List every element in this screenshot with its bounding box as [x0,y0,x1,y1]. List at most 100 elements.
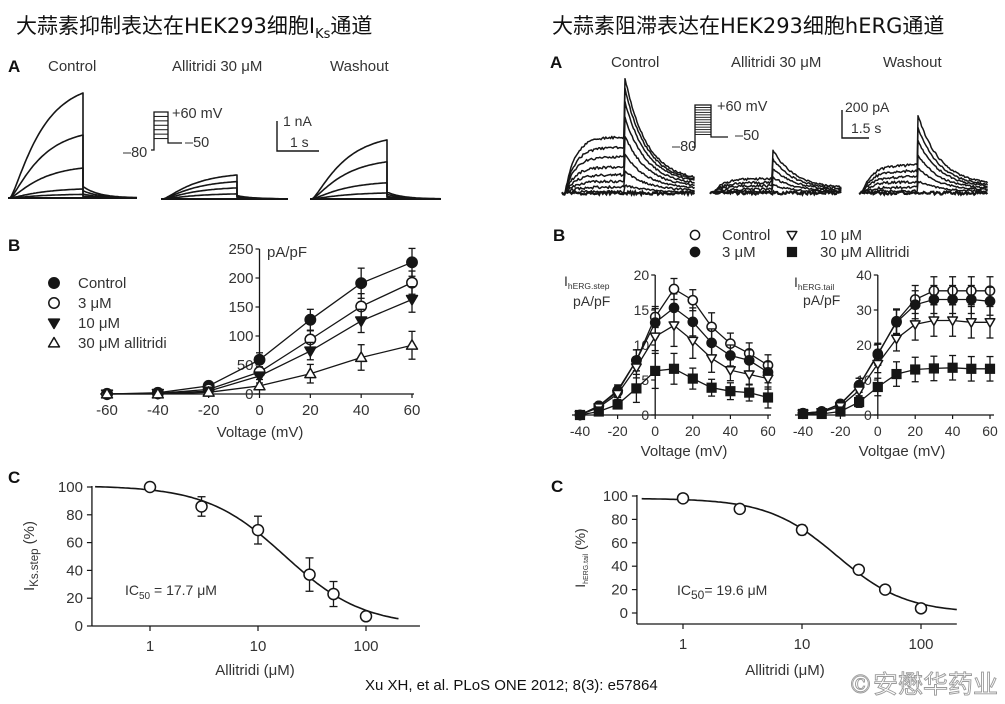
y-tick-label: 100 [228,328,253,345]
marker-filled-circle [48,277,60,289]
y-tick-label: 30 [856,302,872,318]
current-sweep [712,168,842,195]
herg-voltage-protocol [692,104,728,148]
herg-dose-response-plot: 0 20 40 60 80 100 1 10 100 [603,488,957,653]
iks-voltage-protocol [151,111,182,151]
x-tick-label: -40 [570,423,590,439]
marker-filled-circle [984,295,996,307]
x-tick-label: 100 [353,638,378,655]
marker-open-circle [852,563,866,576]
y-tick-label: 40 [66,562,83,579]
marker-filled-square [984,363,996,374]
marker-open-triangle-down [947,316,959,327]
legend-marker [689,246,701,258]
marker-open-circle [676,492,690,505]
x-tick-label: 1 [679,636,687,653]
marker-open-triangle-down [630,363,642,373]
current-sweep [564,100,695,194]
current-sweep [861,167,989,194]
x-tick-label: 20 [685,423,701,439]
herg-tail-ylabel: IhERG.tail [794,274,834,292]
iks-protocol-holding-voltage: –80 [123,145,147,161]
x-tick-label: 1 [146,638,154,655]
current-sweep [311,192,441,200]
herg-condition-label-allitridi: Allitridi 30 μM [731,54,821,71]
marker-open-circle [195,500,208,513]
herg-condition-label-control: Control [611,54,659,71]
y-tick-label: 0 [620,605,628,622]
protocol-outline [692,104,728,148]
y-tick-label: 20 [856,337,872,353]
current-sweep [564,184,696,195]
legend-marker [786,230,798,241]
x-tick-label: 60 [982,423,998,439]
y-tick-label: 0 [641,407,649,423]
current-sweep [712,176,842,195]
marker-open-triangle-down [762,374,774,385]
x-tick-label: 60 [760,423,776,439]
marker-open-triangle-down [724,366,736,376]
herg-protocol-test-voltage: +60 mV [717,99,768,115]
iks-dose-response-plot: 0 20 40 60 80 100 1 10 100 [58,479,420,655]
legend-label: 30 μM allitridi [78,335,167,352]
left-title-subscript: Ks [315,27,331,42]
current-sweep [861,115,989,193]
marker-open-triangle-up [405,339,419,350]
current-sweep [861,139,988,194]
legend-label: 3 μM [78,295,112,312]
herg-protocol-holding-voltage: –80 [672,139,696,155]
x-tick-label: 0 [651,423,659,439]
y-tick-label: 60 [66,535,83,552]
current-sweep [861,154,988,194]
x-tick-label: 40 [353,402,370,419]
marker-filled-circle [406,256,418,269]
marker-open-triangle-down [928,316,940,327]
x-tick-label: 40 [945,423,961,439]
herg-dose-xlabel: Allitridi (μM) [745,662,824,679]
marker-filled-circle [928,294,940,305]
herg-scale-bar [841,110,869,139]
marker-filled-square [854,396,865,408]
baseline-sweep [709,189,842,197]
marker-filled-circle [947,294,958,305]
ic50-value: = 17.7 μM [150,582,217,598]
ylabel-unit: (%) [572,528,588,554]
baseline-sweep [561,188,695,198]
y-tick-label: 200 [228,270,253,287]
current-sweep [9,92,137,199]
legend-marker [689,229,701,241]
series-30-μm-allitridi [574,352,774,421]
ic50-value: = 19.6 μM [704,582,767,598]
x-tick-label: 0 [255,402,263,419]
x-tick-label: 20 [302,402,319,419]
panel-letter-left-a: A [8,57,20,76]
marker-open-triangle-down [890,334,903,345]
series-30-μm-allitridi [100,330,419,399]
iks-protocol-tail-voltage: –50 [185,135,209,151]
marker-open-circle [48,297,60,309]
x-tick-label: -40 [147,402,169,419]
herg-tail-ylabel-unit: pA/pF [803,292,840,308]
watermark: ©安懋华药业 [848,670,998,699]
iks-condition-label-allitridi: Allitridi 30 μM [172,58,262,75]
herg-scale-bar-time-label: 1.5 s [851,120,881,136]
legend-marker [48,297,60,309]
y-tick-label: 20 [611,582,628,599]
herg-protocol-tail-voltage: –50 [735,128,759,144]
x-tick-label: -60 [96,402,118,419]
current-sweep [162,193,288,200]
iks-dose-ylabel: IKs.step (%) [21,521,41,591]
marker-filled-square [928,363,939,374]
marker-open-triangle-up [100,387,114,399]
marker-filled-square [725,386,736,397]
marker-open-triangle-up [304,367,317,379]
marker-filled-square [612,399,623,410]
marker-open-triangle-down [668,321,680,331]
current-sweep [564,135,695,195]
y-tick-label: 80 [66,507,83,524]
marker-open-triangle-up [151,387,165,399]
herg-step-xlabel: Voltage (mV) [641,443,728,460]
series-10-μm [574,303,774,421]
iks-traces-plot [8,92,442,200]
